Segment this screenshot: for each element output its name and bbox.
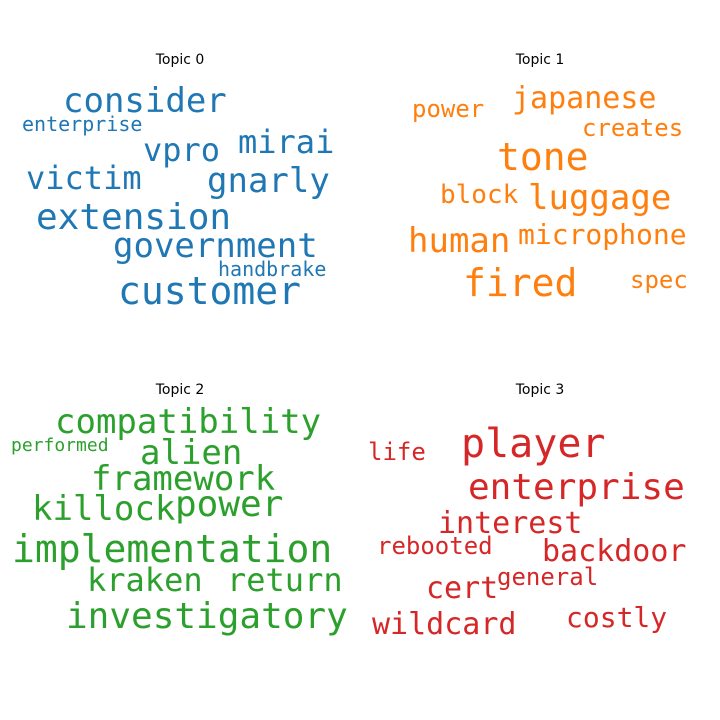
word-government: government <box>113 226 318 266</box>
word-enterprise: enterprise <box>22 112 143 136</box>
word-consider: consider <box>63 81 227 121</box>
word-extension: extension <box>36 197 232 238</box>
word-japanese: japanese <box>512 81 657 116</box>
word-costly: costly <box>566 601 668 634</box>
word-alien: alien <box>140 433 243 473</box>
word-framework: framework <box>91 459 276 499</box>
word-fired: fired <box>463 261 578 305</box>
topic-panel-0: Topic 0 consider enterprise vpro mirai victim… <box>0 0 360 360</box>
topic-title: Topic 1 <box>515 52 565 68</box>
word-interest: interest <box>438 506 583 541</box>
topic-panel-1: Topic 1 japanese power creates tone block lugg… <box>360 0 720 360</box>
word-power: power <box>412 95 485 123</box>
word-enterprise: enterprise <box>468 467 685 508</box>
word-tone: tone <box>497 135 589 179</box>
word-cert: cert <box>426 571 499 606</box>
word-creates: creates <box>582 114 684 142</box>
word-gnarly: gnarly <box>207 161 330 201</box>
word-compatibility: compatibility <box>55 402 322 442</box>
word-spec: spec <box>630 266 688 294</box>
word-player: player <box>461 421 606 467</box>
topic-title: Topic 2 <box>155 382 205 398</box>
word-microphone: microphone <box>518 218 687 251</box>
word-implementation: implementation <box>12 527 333 571</box>
word-investigatory: investigatory <box>66 596 348 637</box>
topic-title: Topic 3 <box>515 382 565 398</box>
topic-panel-2: Topic 2 compatibility performed alien framew… <box>0 330 360 690</box>
word-handbrake: handbrake <box>218 257 327 281</box>
word-block: block <box>440 180 519 210</box>
word-return: return <box>227 561 343 599</box>
word-general: general <box>497 563 599 591</box>
word-backdoor: backdoor <box>542 534 687 569</box>
word-performed: performed <box>11 435 109 456</box>
word-rebooted: rebooted <box>377 532 493 560</box>
word-customer: customer <box>118 269 302 313</box>
word-killock: killock <box>32 489 176 529</box>
word-mirai: mirai <box>238 123 335 161</box>
word-kraken: kraken <box>87 561 203 599</box>
word-victim: victim <box>26 159 142 197</box>
word-luggage: luggage <box>528 178 672 218</box>
word-human: human <box>408 221 511 261</box>
word-wildcard: wildcard <box>372 607 517 642</box>
word-power: power <box>175 484 284 525</box>
topic-panel-3: Topic 3 player life enterprise interest reboo… <box>360 330 720 690</box>
word-vpro: vpro <box>143 131 221 169</box>
word-life: life <box>368 438 426 466</box>
topic-title: Topic 0 <box>155 52 205 68</box>
